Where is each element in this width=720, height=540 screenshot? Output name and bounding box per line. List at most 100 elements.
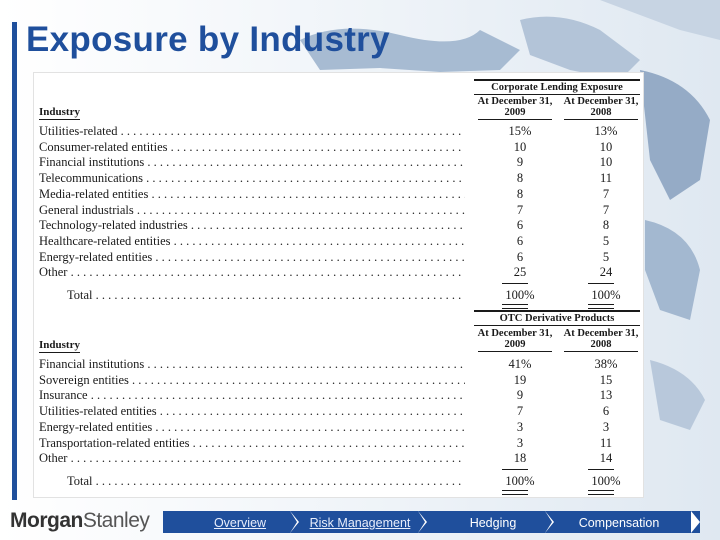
subtotal-rule (588, 468, 614, 470)
footer: MorganStanley Overview Risk Management H… (0, 503, 720, 540)
row-label: Utilities-related entities (39, 404, 465, 420)
exposure-table-document: Corporate Lending Exposure At December 3… (33, 72, 644, 498)
row-label: Media-related entities (39, 187, 465, 203)
table-row: Media-related entities 8 7 (39, 187, 639, 203)
value-2009: 3 (516, 435, 524, 450)
row-label: Technology-related industries (39, 218, 465, 234)
value-2009: 7 (516, 404, 524, 419)
otc-industry-header: Industry (39, 339, 80, 353)
table-row: Consumer-related entities 10 10 (39, 140, 639, 156)
row-label: Other (39, 265, 465, 281)
value-2008: 5 (602, 249, 610, 264)
table-row: Other 18 14 (39, 451, 639, 467)
value-2008: 6 (602, 404, 610, 419)
corporate-industry-header: Industry (39, 106, 80, 120)
value-2008: 5 (602, 233, 610, 248)
value-2009: 25 (513, 265, 527, 280)
subtotal-rule (502, 468, 528, 470)
row-label: Utilities-related (39, 124, 465, 140)
value-2009: 10 (513, 139, 527, 154)
table-row: Energy-related entities 3 3 (39, 420, 639, 436)
nav-compensation-tab[interactable]: Compensation (578, 516, 660, 530)
nav-separator-inner (290, 511, 297, 533)
nav-separator-inner (418, 511, 425, 533)
nav-overview-link[interactable]: Overview (213, 516, 267, 530)
otc-group-title: OTC Derivative Products (474, 310, 640, 326)
table-row: Telecommunications 8 11 (39, 171, 639, 187)
value-2009: 15% (508, 124, 532, 138)
value-2008: 10 (599, 139, 613, 154)
total-row: Total 100% 100% (39, 474, 639, 490)
total-double-rule (588, 489, 614, 495)
table-row: Technology-related industries 6 8 (39, 218, 639, 234)
value-2008: 15 (599, 372, 613, 387)
accent-bar (12, 22, 17, 500)
table-row: Sovereign entities 19 15 (39, 373, 639, 389)
value-2008: 14 (599, 451, 613, 466)
value-2009: 8 (516, 186, 524, 201)
row-label: Healthcare-related entities (39, 234, 465, 250)
value-2009: 6 (516, 233, 524, 248)
row-label: Energy-related entities (39, 250, 465, 266)
value-2008: 7 (602, 202, 610, 217)
otc-col-2009: At December 31, 2009 (477, 328, 553, 352)
row-label: Transportation-related entities (39, 436, 465, 452)
total-double-rule (502, 304, 528, 309)
value-2008: 13 (599, 388, 613, 403)
row-label: Financial institutions (39, 155, 465, 171)
total-2009: 100% (505, 288, 535, 302)
table-row: Healthcare-related entities 6 5 (39, 234, 639, 250)
value-2008: 13% (594, 124, 618, 138)
total-2009: 100% (505, 473, 535, 488)
row-label: Insurance (39, 388, 465, 404)
value-2009: 6 (516, 218, 524, 233)
nav-separator-inner (545, 511, 552, 533)
value-2009: 9 (516, 155, 524, 170)
value-2009: 6 (516, 249, 524, 264)
row-label: Telecommunications (39, 171, 465, 187)
value-2008: 38% (594, 357, 618, 371)
nav-end-arrow-icon (691, 511, 700, 533)
subtotal-rule (588, 283, 614, 284)
otc-col-2008: At December 31, 2008 (563, 328, 639, 352)
row-label: Other (39, 451, 465, 467)
row-label: General industrials (39, 203, 465, 219)
total-label: Total (39, 474, 465, 490)
value-2009: 18 (513, 451, 527, 466)
table-row: Transportation-related entities 3 11 (39, 436, 639, 452)
value-2009: 3 (516, 419, 524, 434)
value-2009: 41% (508, 357, 532, 371)
value-2008: 10 (599, 155, 613, 170)
row-label: Energy-related entities (39, 420, 465, 436)
value-2009: 7 (516, 202, 524, 217)
total-2008: 100% (591, 473, 621, 488)
table-row: General industrials 7 7 (39, 203, 639, 219)
value-2008: 8 (602, 218, 610, 233)
table-row: Utilities-related entities 7 6 (39, 404, 639, 420)
subtotal-rule (502, 283, 528, 284)
page-title: Exposure by Industry (26, 20, 390, 59)
total-row: Total 100% 100% (39, 288, 639, 304)
row-label: Consumer-related entities (39, 140, 465, 156)
nav-risk-management-link[interactable]: Risk Management (309, 516, 411, 530)
table-row: Financial institutions 41% 38% (39, 357, 639, 373)
table-row: Insurance 9 13 (39, 388, 639, 404)
value-2008: 11 (599, 171, 613, 186)
table-row: Utilities-related 15% 13% (39, 124, 639, 140)
table-row: Financial institutions 9 10 (39, 155, 639, 171)
corporate-col-2009: At December 31, 2009 (477, 96, 553, 120)
total-label: Total (39, 288, 465, 304)
total-double-rule (588, 304, 614, 309)
nav-hedging-tab[interactable]: Hedging (469, 516, 517, 530)
value-2009: 19 (513, 372, 527, 387)
value-2009: 9 (516, 388, 524, 403)
morgan-stanley-logo: MorganStanley (10, 509, 150, 532)
value-2008: 7 (602, 186, 610, 201)
value-2009: 8 (516, 171, 524, 186)
value-2008: 24 (599, 265, 613, 280)
row-label: Financial institutions (39, 357, 465, 373)
table-row: Energy-related entities 6 5 (39, 250, 639, 266)
row-label: Sovereign entities (39, 373, 465, 389)
value-2008: 11 (599, 435, 613, 450)
table-row: Other 25 24 (39, 265, 639, 281)
